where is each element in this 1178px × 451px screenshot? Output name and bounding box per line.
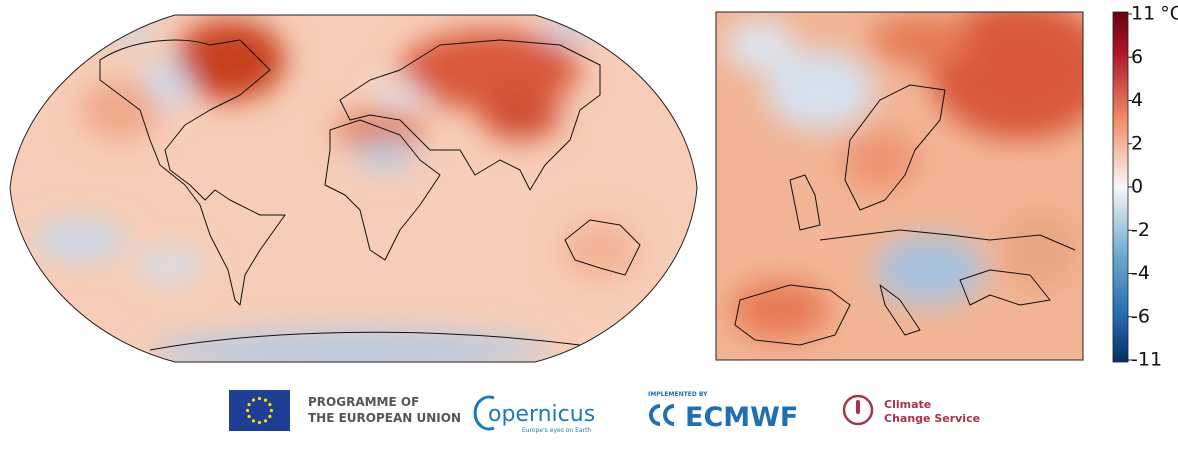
eu-star [257,420,262,425]
europe-map [716,12,1083,360]
eu-text: PROGRAMME OF [308,395,419,409]
colorbar-tick-label: 11 [1131,3,1155,25]
logo-bar: PROGRAMME OF THE EUROPEAN UNION opernicu… [229,390,980,434]
c3s-icon [842,394,874,426]
colorbar: °C 11 6 4 2 0 -2 -4 -6 -11 [1112,3,1178,371]
eu-star [251,398,256,402]
colorbar-tick-label: -11 [1131,349,1162,371]
c3s-text: Climate [884,398,931,411]
eu-star [268,402,272,407]
ecmwf-icon [649,404,675,426]
colorbar-tick-label: 0 [1131,176,1143,198]
world-map [10,15,697,362]
c3s-icon [856,400,860,414]
eu-star [263,419,268,423]
copernicus-c [473,395,495,431]
eu-star [245,408,250,413]
eu-flag [229,390,290,431]
eu-star [263,398,268,402]
copernicus-name: opernicus [488,402,595,427]
colorbar-tick-label: -6 [1131,305,1150,327]
eu-star [269,408,274,413]
colorbar-tick-label: -2 [1131,219,1150,241]
colorbar-tick-label: 6 [1131,46,1143,68]
colorbar-tick-label: 2 [1131,132,1143,154]
eu-star [247,402,251,407]
colorbar-unit: °C [1160,3,1178,25]
ecmwf-prefix: IMPLEMENTED BY [648,391,708,398]
colorbar-gradient [1112,11,1129,363]
map-frame [715,11,1084,361]
eu-star [268,414,272,419]
eu-stars [245,396,274,425]
eu-star [257,396,262,401]
ecmwf-name: ECMWF [685,402,798,433]
eu-star [247,414,251,419]
map-frame [9,14,698,363]
colorbar-tick-label: 4 [1131,89,1143,111]
eu-star [251,419,256,423]
copernicus-tagline: Europe's eyes on Earth [522,427,591,434]
colorbar-tick-label: -4 [1131,262,1150,284]
eu-text: THE EUROPEAN UNION [308,411,461,425]
c3s-text: Change Service [884,412,980,425]
